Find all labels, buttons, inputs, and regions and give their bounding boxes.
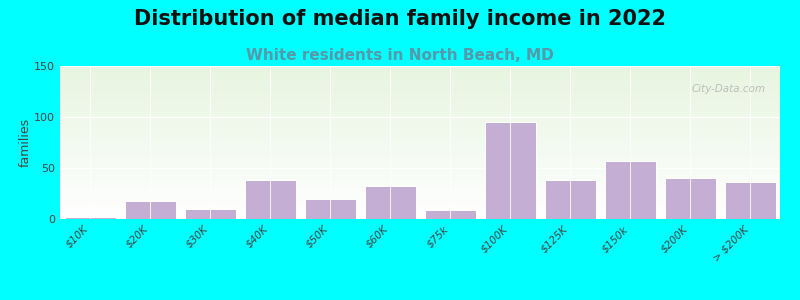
Bar	[365, 186, 415, 219]
Bar	[125, 201, 175, 219]
Bar	[65, 217, 115, 219]
Bar	[665, 178, 715, 219]
Bar	[305, 199, 355, 219]
Bar	[485, 122, 535, 219]
Y-axis label: families: families	[18, 118, 31, 167]
Text: White residents in North Beach, MD: White residents in North Beach, MD	[246, 48, 554, 63]
Bar	[185, 209, 235, 219]
Bar	[245, 180, 295, 219]
Bar	[425, 210, 475, 219]
Bar	[725, 182, 775, 219]
Bar	[545, 180, 595, 219]
Text: Distribution of median family income in 2022: Distribution of median family income in …	[134, 9, 666, 29]
Text: City-Data.com: City-Data.com	[691, 84, 766, 94]
Bar	[605, 161, 655, 219]
